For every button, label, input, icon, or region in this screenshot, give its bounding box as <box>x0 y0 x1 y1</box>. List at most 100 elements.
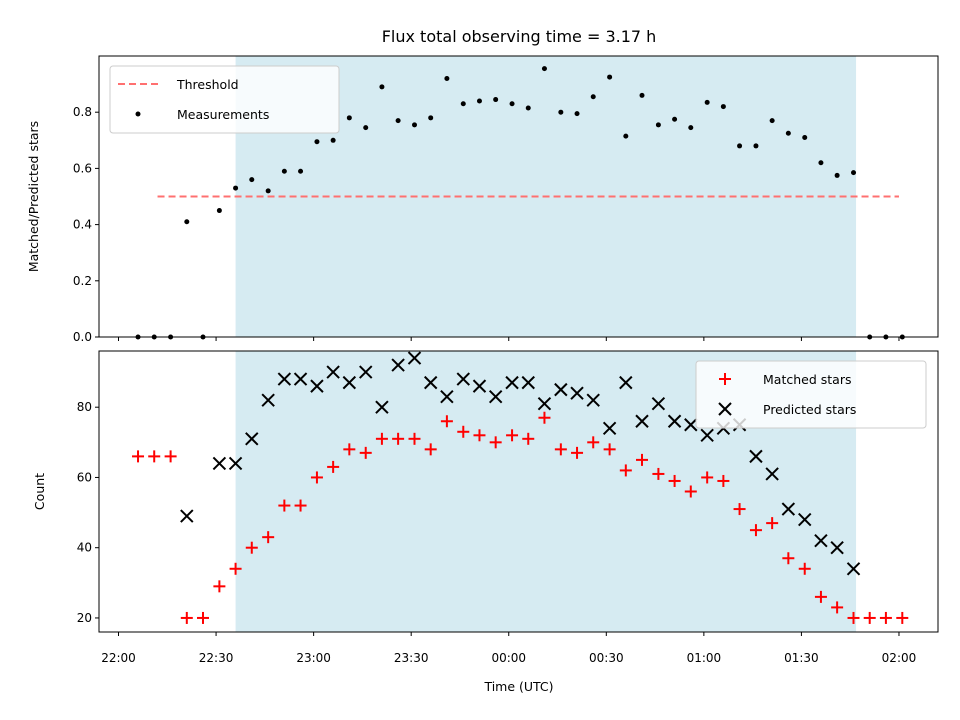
measurement-point <box>346 115 352 121</box>
top-y-tick-label: 0.0 <box>73 330 92 344</box>
matched-star-marker <box>587 436 600 449</box>
bottom-y-tick-label: 60 <box>77 470 92 484</box>
x-tick-label: 02:00 <box>882 651 917 665</box>
predicted-star-marker <box>180 509 194 523</box>
measurement-point <box>558 109 564 115</box>
measurement-point <box>639 92 645 98</box>
matched-star-marker <box>782 552 795 565</box>
predicted-star-marker <box>700 428 714 443</box>
measurement-point <box>737 143 743 149</box>
measurement-point <box>753 143 759 149</box>
x-tick-label: 01:00 <box>687 651 722 665</box>
matched-star-marker <box>668 474 681 487</box>
matched-star-marker <box>327 460 340 473</box>
measurement-point <box>379 84 385 90</box>
matched-star-marker <box>359 446 372 459</box>
predicted-star-marker <box>423 375 438 390</box>
predicted-star-marker <box>456 372 470 386</box>
matched-star-marker <box>538 411 551 424</box>
bottom-axes-frame <box>98 350 939 633</box>
measurement-point <box>476 98 482 104</box>
top-subplot: 0.00.20.40.60.8 Matched/Predicted stars … <box>26 55 939 344</box>
bottom-legend-box <box>695 360 927 429</box>
predicted-star-marker <box>375 400 389 414</box>
matched-star-marker <box>132 450 145 463</box>
predicted-star-marker <box>326 365 340 379</box>
matched-star-marker <box>717 474 730 487</box>
predicted-star-marker <box>472 379 487 393</box>
predicted-star-marker <box>765 467 779 481</box>
matched-star-marker <box>701 471 714 484</box>
measurement-point <box>672 116 678 122</box>
matched-star-marker <box>457 425 470 438</box>
bottom-legend: Matched stars Predicted stars <box>695 360 927 429</box>
matched-star-marker <box>896 611 909 624</box>
x-tick-label: 01:30 <box>784 651 819 665</box>
predicted-star-marker <box>635 414 649 428</box>
matched-star-markers <box>132 411 909 624</box>
matched-star-marker <box>489 436 502 449</box>
predicted-star-marker <box>749 449 763 464</box>
predicted-star-markers <box>180 351 861 576</box>
top-legend-box <box>109 65 340 134</box>
top-y-ticks: 0.0 0.2 0.4 0.6 0.8 <box>73 105 99 344</box>
matched-star-marker <box>733 503 746 516</box>
matched-star-marker <box>506 429 519 442</box>
measurement-points <box>135 66 905 340</box>
measurement-point <box>363 125 369 131</box>
matched-star-marker <box>262 531 275 544</box>
measurement-point <box>298 168 304 174</box>
matched-star-marker <box>749 524 762 537</box>
predicted-star-marker <box>277 372 292 386</box>
predicted-star-marker <box>781 502 796 516</box>
bottom-y-ticks: 20 40 60 80 <box>77 400 99 625</box>
x-tick-label: 00:00 <box>491 651 526 665</box>
predicted-star-marker <box>602 421 617 435</box>
matched-star-marker <box>392 432 405 445</box>
matched-star-marker <box>148 450 161 463</box>
matched-star-marker <box>213 580 226 593</box>
matched-star-marker <box>424 443 437 456</box>
measurement-point <box>314 139 320 145</box>
bottom-y-tick-label: 80 <box>77 400 92 414</box>
matched-star-marker <box>652 467 665 480</box>
predicted-star-marker <box>798 512 812 527</box>
measurement-point <box>590 94 596 100</box>
matched-star-marker <box>879 611 892 624</box>
matched-star-marker <box>473 429 486 442</box>
matched-star-marker <box>245 541 258 554</box>
matched-star-marker <box>831 601 844 614</box>
measurement-point <box>623 133 629 139</box>
measurement-point <box>802 134 808 140</box>
measurement-point <box>851 170 857 176</box>
matched-star-marker <box>571 446 584 459</box>
predicted-star-marker <box>619 375 633 390</box>
matched-star-marker <box>278 499 291 512</box>
matched-star-marker <box>164 450 177 463</box>
measurement-point <box>720 104 726 110</box>
legend-measurements-swatch <box>135 111 141 117</box>
bottom-y-tick-label: 40 <box>77 541 92 555</box>
matched-star-marker <box>847 611 860 624</box>
measurement-point <box>281 168 287 174</box>
top-x-ticks <box>118 337 900 341</box>
predicted-star-marker <box>342 375 357 390</box>
measurement-point <box>607 74 613 80</box>
predicted-star-marker <box>830 540 844 555</box>
bottom-y-axis-label: Count <box>32 473 47 510</box>
top-y-tick-label: 0.4 <box>73 218 92 232</box>
predicted-star-marker <box>261 393 275 407</box>
measurement-point <box>395 118 401 124</box>
measurement-point <box>769 118 775 124</box>
measurement-point <box>704 99 710 105</box>
top-y-tick-label: 0.2 <box>73 274 92 288</box>
x-tick-label: 23:00 <box>296 651 331 665</box>
measurement-point <box>265 188 271 194</box>
matched-star-marker <box>863 611 876 624</box>
legend-measurements-label: Measurements <box>177 107 269 122</box>
measurement-point <box>249 177 255 183</box>
chart-title: Flux total observing time = 3.17 h <box>382 27 657 46</box>
matched-star-marker <box>619 464 632 477</box>
matched-star-marker <box>603 443 616 456</box>
predicted-star-marker <box>245 432 259 446</box>
